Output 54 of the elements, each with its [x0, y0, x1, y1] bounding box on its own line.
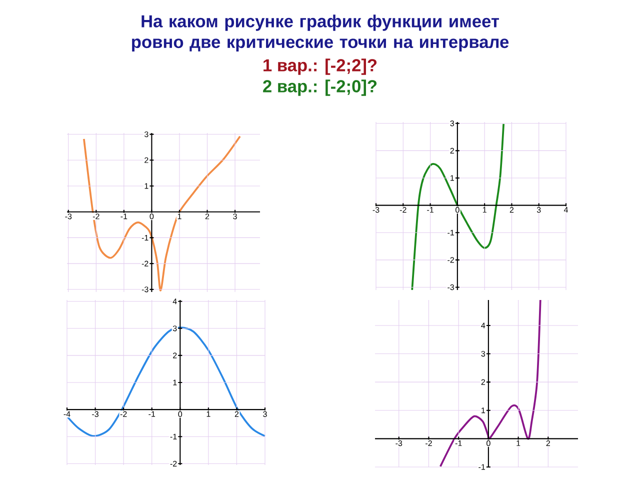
x-tick-label: -2: [426, 440, 432, 446]
text: 1 вар.: [-2;2]?: [264, 58, 377, 75]
x-tick-label: -2: [120, 411, 127, 417]
x-tick-label: 2: [510, 207, 514, 213]
y-tick-label: 4: [172, 298, 177, 304]
x-tick-label: 2: [546, 440, 550, 446]
x-tick-label: 0: [486, 440, 490, 446]
text: 2 вар.: [-2;0]?: [263, 80, 377, 96]
y-tick-label: 3: [144, 131, 148, 138]
y-tick-label: 3: [481, 350, 486, 357]
y-tick-label: -1: [448, 230, 454, 236]
y-tick-label: -3: [142, 286, 148, 292]
y-tick-label: 2: [450, 148, 454, 154]
y-tick-label: 2: [481, 379, 485, 385]
y-tick-label: -3: [448, 284, 454, 290]
y-tick-label: 3: [450, 120, 454, 126]
x-tick-label: -3: [396, 440, 402, 446]
y-tick-label: 2: [173, 352, 177, 358]
line-series: [411, 122, 505, 291]
y-tick-label: 1: [144, 183, 148, 189]
x-tick-label: -1: [427, 207, 434, 213]
x-tick-label: 2: [205, 214, 210, 220]
y-tick-label: -2: [142, 260, 148, 266]
x-tick-label: -3: [372, 207, 380, 213]
x-tick-label: 1: [206, 411, 210, 417]
y-tick-label: -2: [448, 257, 454, 263]
x-tick-label: 3: [263, 411, 267, 417]
x-tick-label: 4: [564, 207, 568, 213]
x-tick-label: -4: [64, 411, 70, 417]
x-tick-label: 3: [233, 214, 237, 220]
x-tick-label: -3: [92, 411, 98, 417]
x-tick-label: 0: [150, 214, 154, 220]
y-tick-label: 2: [144, 157, 148, 163]
y-tick-label: 1: [173, 380, 177, 386]
x-tick-label: -3: [65, 214, 72, 220]
x-tick-label: 2: [234, 411, 239, 417]
y-tick-label: -1: [478, 464, 485, 470]
x-tick-label: 1: [178, 214, 182, 220]
x-tick-label: 3: [536, 207, 541, 213]
x-tick-label: -2: [400, 207, 406, 213]
y-tick-label: 1: [450, 175, 454, 181]
text: На каком рисунке график функции имеет ровно две критические точки на интервале: [132, 14, 509, 52]
x-tick-label: 0: [456, 207, 460, 213]
x-tick-label: -1: [455, 440, 462, 446]
y-tick-label: -1: [142, 234, 148, 240]
x-tick-label: 1: [516, 440, 520, 446]
y-tick-label: 4: [481, 322, 486, 328]
x-tick-label: -1: [148, 411, 156, 417]
x-tick-label: 0: [178, 411, 182, 417]
y-tick-label: 3: [172, 326, 177, 332]
x-tick-label: -2: [92, 214, 100, 220]
x-tick-label: -1: [120, 214, 128, 220]
y-tick-label: -1: [170, 434, 177, 440]
y-tick-label: -2: [170, 460, 177, 466]
